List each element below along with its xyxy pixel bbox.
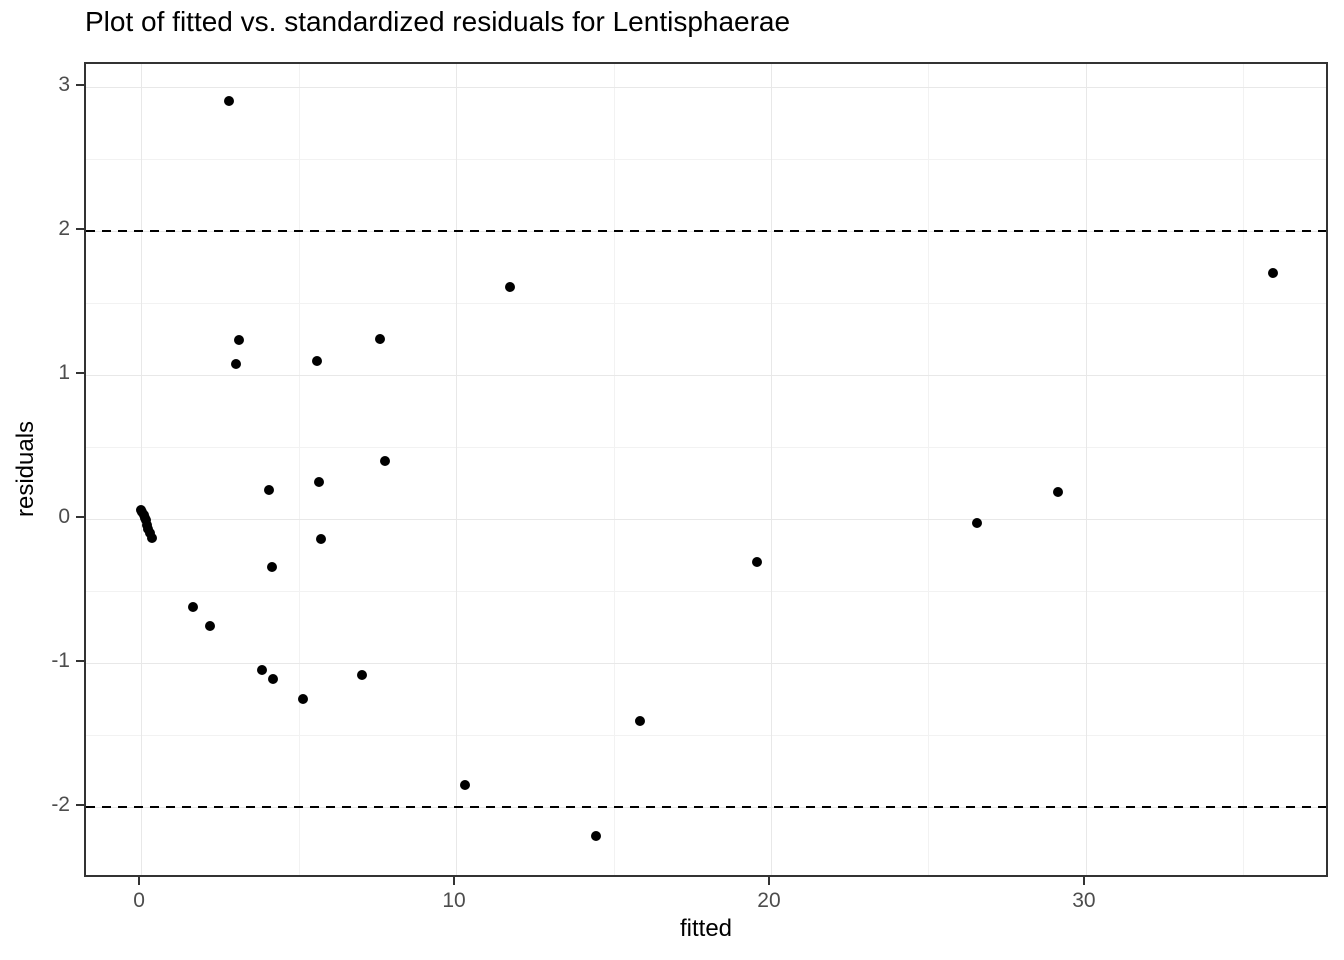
- data-point: [635, 715, 646, 726]
- x-tick-label: 20: [757, 889, 781, 912]
- y-minor-gridline: [86, 303, 1326, 305]
- data-point: [266, 561, 277, 572]
- data-point: [263, 485, 274, 496]
- plot-panel: [84, 62, 1328, 877]
- y-major-gridline: [86, 87, 1326, 89]
- x-tick-label: 0: [133, 889, 145, 912]
- y-tick-mark: [76, 372, 84, 375]
- data-point: [188, 601, 199, 612]
- y-tick-mark: [76, 84, 84, 87]
- x-minor-gridline: [928, 64, 930, 875]
- y-tick-label: -2: [51, 793, 70, 816]
- y-minor-gridline: [86, 591, 1326, 592]
- y-minor-gridline: [86, 447, 1326, 449]
- data-point: [375, 334, 386, 345]
- x-major-gridline: [770, 64, 772, 875]
- data-point: [1268, 267, 1279, 278]
- y-tick-label: 0: [58, 505, 70, 529]
- x-tick-mark: [767, 877, 770, 885]
- reference-line-dashed: [86, 806, 1326, 808]
- data-point: [314, 476, 325, 487]
- data-point: [146, 532, 157, 543]
- y-major-gridline: [86, 519, 1326, 521]
- x-minor-gridline: [298, 64, 300, 875]
- data-point: [972, 518, 983, 529]
- data-point: [315, 534, 326, 545]
- x-major-gridline: [1085, 64, 1087, 875]
- x-tick-label: 10: [442, 889, 466, 912]
- x-tick-mark: [138, 877, 141, 885]
- data-point: [257, 665, 268, 676]
- x-tick-mark: [1082, 877, 1085, 885]
- y-tick-mark: [76, 516, 84, 519]
- data-point: [312, 355, 323, 366]
- data-point: [591, 830, 602, 841]
- x-minor-gridline: [613, 64, 615, 875]
- data-point: [460, 780, 471, 791]
- data-point: [1052, 486, 1063, 497]
- x-minor-gridline: [1243, 64, 1245, 875]
- x-tick-label: 30: [1072, 889, 1096, 912]
- y-tick-mark: [76, 660, 84, 662]
- y-tick-mark: [76, 228, 84, 231]
- y-tick-label: 3: [58, 73, 70, 97]
- data-point: [504, 282, 515, 293]
- data-point: [224, 96, 235, 107]
- y-minor-gridline: [86, 159, 1326, 161]
- y-minor-gridline: [86, 735, 1326, 736]
- data-point: [233, 335, 244, 346]
- y-tick-label: -1: [51, 649, 70, 672]
- y-tick-label: 2: [58, 217, 70, 241]
- data-point: [230, 358, 241, 369]
- data-point: [356, 669, 367, 680]
- x-tick-mark: [453, 877, 456, 885]
- y-tick-mark: [76, 804, 84, 806]
- data-point: [380, 456, 391, 467]
- y-tick-label: 1: [58, 361, 70, 385]
- data-point: [268, 673, 279, 684]
- x-major-gridline: [141, 64, 143, 875]
- x-major-gridline: [456, 64, 458, 875]
- data-point: [205, 620, 216, 631]
- data-point: [751, 557, 762, 568]
- x-axis-title: fitted: [679, 915, 733, 942]
- y-axis-title: residuals: [12, 420, 39, 518]
- y-major-gridline: [86, 663, 1326, 664]
- y-major-gridline: [86, 375, 1326, 377]
- reference-line-dashed: [86, 230, 1326, 233]
- data-point: [298, 694, 309, 704]
- chart-title: Plot of fitted vs. standardized residual…: [85, 6, 791, 37]
